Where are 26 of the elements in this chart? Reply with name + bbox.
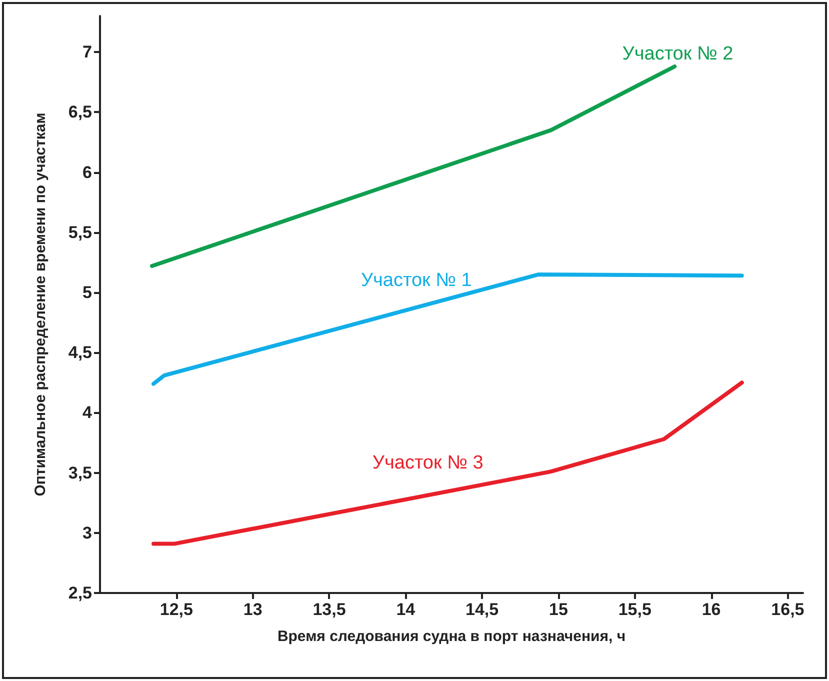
line-series <box>151 380 744 546</box>
y-tick-label: 7 <box>82 42 92 62</box>
y-axis-title: Оптимальное распределение времени по участкам <box>32 112 49 496</box>
x-tick-label: 14 <box>396 600 416 619</box>
y-tick-label: 6,5 <box>68 102 92 122</box>
y-tick-label: 4,5 <box>68 343 92 362</box>
line-series <box>151 272 744 386</box>
y-tick-label: 4 <box>82 403 93 422</box>
x-tick-label: 16 <box>702 600 721 619</box>
series-label: Участок № 2 <box>622 43 734 64</box>
series-label: Участок № 3 <box>372 452 484 474</box>
series-label: Участок № 1 <box>360 270 472 291</box>
y-tick-label: 5 <box>82 282 92 302</box>
x-tick-label: 13 <box>243 600 262 619</box>
y-tick-label: 6 <box>82 162 92 182</box>
x-tick-label: 15,5 <box>618 600 652 619</box>
x-tick-label: 13,5 <box>312 600 346 619</box>
y-tick-label: 2,5 <box>68 584 92 602</box>
x-tick-label: 14,5 <box>466 600 499 619</box>
x-tick-label: 12,5 <box>160 600 193 619</box>
x-axis-title: Время следования судна в порт назначения, ч <box>277 628 626 645</box>
x-tick-label: 16,5 <box>771 600 804 619</box>
x-tick-label: 15 <box>549 600 568 619</box>
y-tick-label: 3 <box>82 523 92 542</box>
y-tick-label: 5,5 <box>68 222 92 242</box>
y-tick-label: 3,5 <box>68 463 92 482</box>
